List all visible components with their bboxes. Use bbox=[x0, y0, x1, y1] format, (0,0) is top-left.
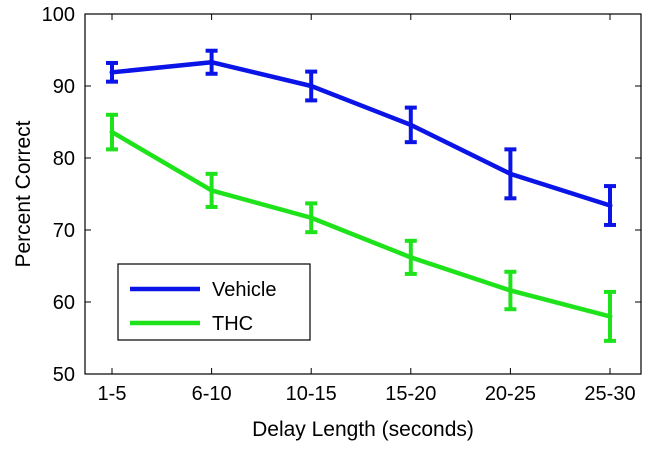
x-axis-label: Delay Length (seconds) bbox=[252, 418, 474, 441]
data-point bbox=[209, 187, 215, 193]
data-point bbox=[607, 203, 613, 209]
error-bar bbox=[106, 60, 118, 84]
error-bar bbox=[604, 289, 616, 343]
series-group bbox=[106, 48, 616, 343]
series-line-vehicle bbox=[109, 59, 613, 208]
error-bar bbox=[404, 238, 417, 276]
y-tick-label: 90 bbox=[53, 76, 75, 98]
legend-box bbox=[117, 263, 311, 341]
x-tick-label: 1-5 bbox=[98, 383, 127, 405]
y-tick-label: 70 bbox=[53, 220, 75, 242]
error-bar bbox=[604, 184, 616, 227]
data-point bbox=[209, 59, 215, 65]
data-point bbox=[109, 69, 115, 75]
data-point bbox=[507, 287, 513, 293]
error-bar bbox=[205, 171, 218, 209]
error-bar bbox=[106, 112, 118, 152]
data-point bbox=[308, 215, 314, 221]
legend: Vehicle THC bbox=[117, 263, 311, 341]
y-axis-label: Percent Correct bbox=[12, 120, 35, 267]
data-point bbox=[507, 171, 513, 177]
x-tick-label: 25-30 bbox=[584, 383, 635, 405]
x-tick-label: 20-25 bbox=[485, 383, 536, 405]
x-tick-label: 15-20 bbox=[385, 383, 436, 405]
legend-label: Vehicle bbox=[212, 279, 277, 301]
y-tick-label: 50 bbox=[53, 364, 75, 386]
x-tick-label: 6-10 bbox=[192, 383, 232, 405]
error-bar bbox=[504, 147, 517, 201]
data-point bbox=[408, 122, 414, 128]
legend-label: THC bbox=[212, 313, 253, 335]
error-bar bbox=[305, 201, 318, 235]
y-tick-label: 60 bbox=[53, 292, 75, 314]
plot-frame bbox=[84, 13, 642, 375]
data-point bbox=[408, 254, 414, 260]
error-bar bbox=[305, 69, 318, 103]
data-point bbox=[308, 83, 314, 89]
x-tick-label: 10-15 bbox=[286, 383, 337, 405]
error-bar bbox=[404, 105, 417, 145]
data-point bbox=[607, 313, 613, 319]
error-bar bbox=[504, 269, 517, 312]
error-bar bbox=[205, 48, 218, 76]
y-tick-label: 80 bbox=[53, 148, 75, 170]
axis-ticks: 50 60 70 80 90 100 1-5 6-10 10-15 15-20 20-25 25-30 bbox=[42, 4, 641, 405]
y-tick-label: 100 bbox=[42, 4, 75, 26]
series-line-thc bbox=[109, 129, 613, 319]
data-point bbox=[109, 129, 115, 135]
